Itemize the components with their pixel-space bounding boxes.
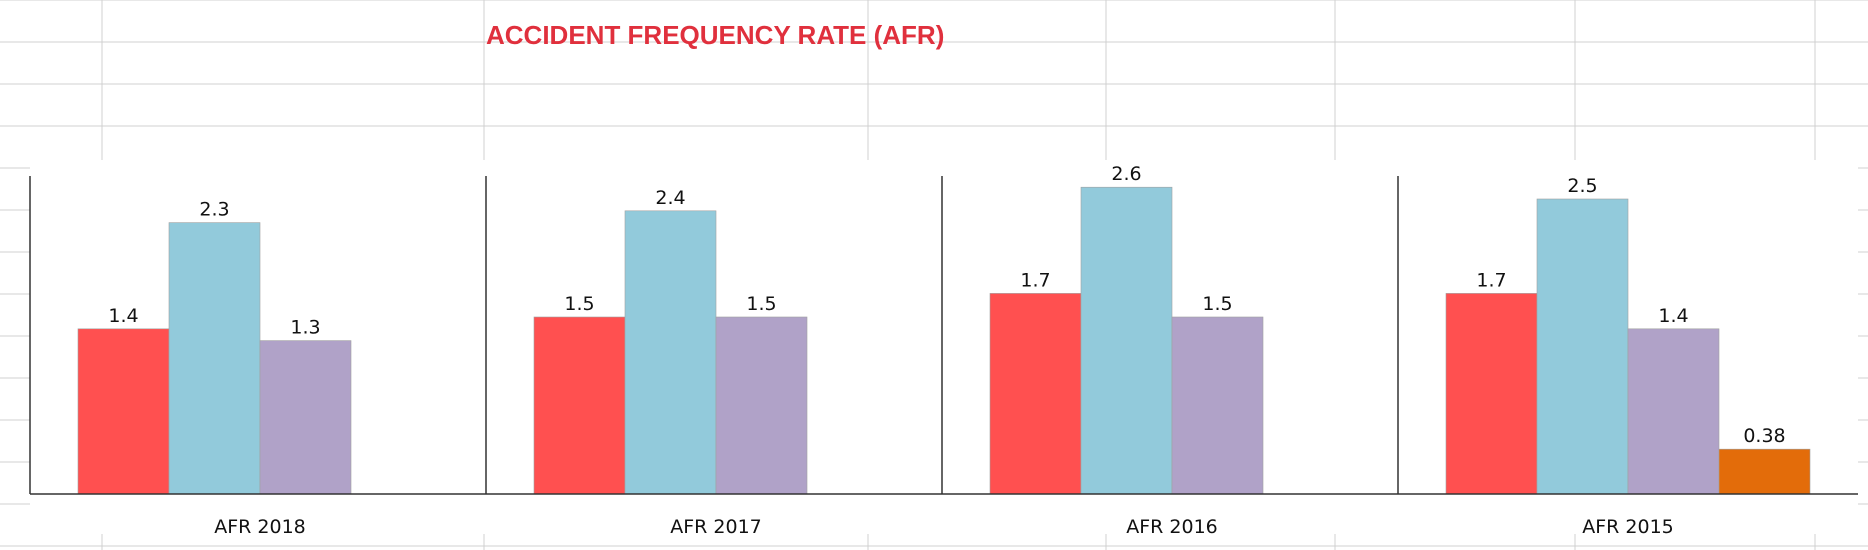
bar-value-label: 1.7 bbox=[1020, 269, 1050, 291]
bar-3-3 bbox=[1171, 316, 1264, 495]
bar-value-label: 2.6 bbox=[1111, 163, 1141, 185]
bar-4-1 bbox=[1445, 293, 1538, 495]
bar-value-label: 2.4 bbox=[655, 187, 685, 209]
bar-value-label: 2.5 bbox=[1567, 175, 1597, 197]
bar-value-label: 1.4 bbox=[108, 305, 138, 327]
chart-title: ACCIDENT FREQUENCY RATE (AFR) bbox=[486, 20, 945, 50]
bar-1-1 bbox=[77, 328, 170, 495]
bar-2-2 bbox=[624, 210, 717, 495]
bar-4-2 bbox=[1536, 198, 1629, 495]
bar-value-label: 2.3 bbox=[199, 199, 229, 221]
category-label: AFR 2015 bbox=[1582, 516, 1674, 538]
bar-value-label: 1.5 bbox=[564, 293, 594, 315]
bar-1-2 bbox=[168, 222, 261, 495]
bar-value-label: 1.4 bbox=[1658, 305, 1688, 327]
bar-1-3 bbox=[259, 340, 352, 495]
category-label: AFR 2016 bbox=[1126, 516, 1218, 538]
bar-value-label: 0.38 bbox=[1743, 425, 1785, 447]
bar-4-4 bbox=[1718, 448, 1811, 495]
category-label: AFR 2018 bbox=[214, 516, 306, 538]
category-label: AFR 2017 bbox=[670, 516, 762, 538]
bar-4-3 bbox=[1627, 328, 1720, 495]
bar-2-3 bbox=[715, 316, 808, 495]
bar-value-label: 1.5 bbox=[746, 293, 776, 315]
bar-3-1 bbox=[989, 293, 1082, 495]
bar-value-label: 1.5 bbox=[1202, 293, 1232, 315]
bar-2-1 bbox=[533, 316, 626, 495]
bar-value-label: 1.3 bbox=[290, 317, 320, 339]
bar-3-2 bbox=[1080, 186, 1173, 495]
bar-value-label: 1.7 bbox=[1476, 269, 1506, 291]
